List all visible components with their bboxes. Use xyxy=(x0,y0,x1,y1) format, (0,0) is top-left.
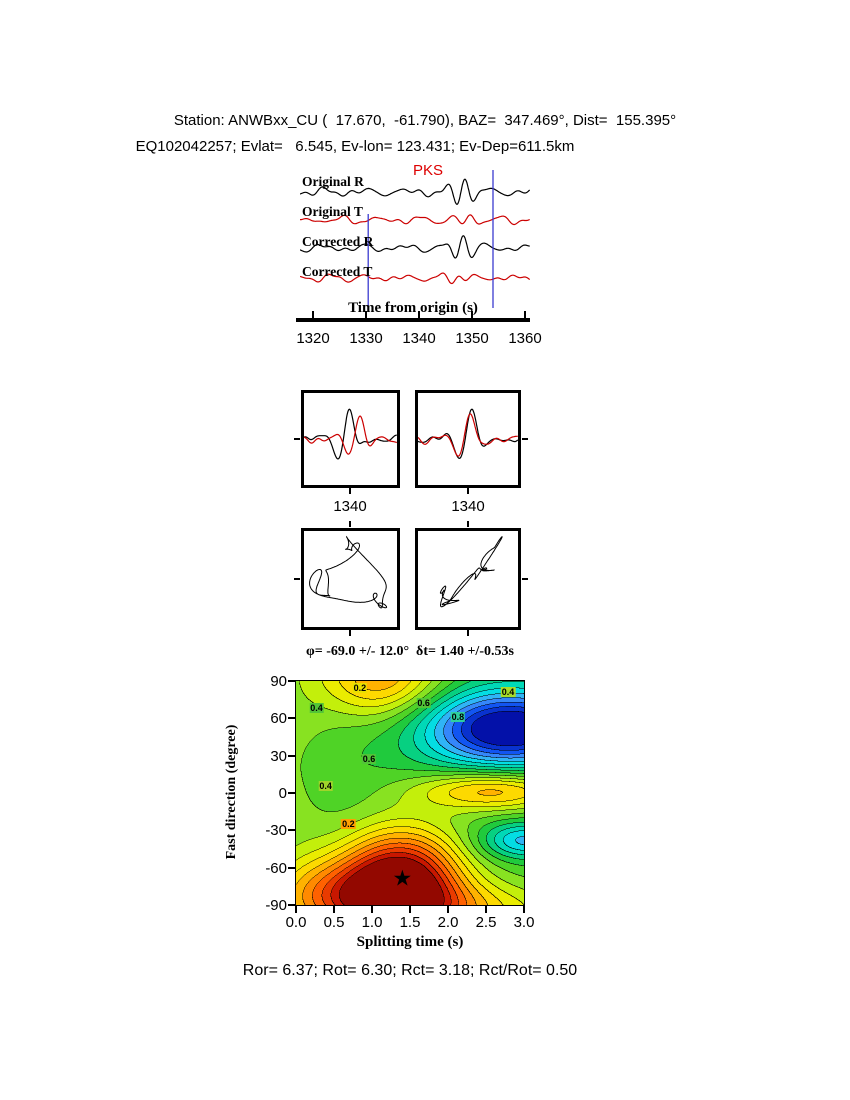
axis-tick xyxy=(349,488,351,494)
x-tick-25: 2.5 xyxy=(475,914,497,931)
window-tick-right: 1340 xyxy=(451,498,485,515)
y-tick-90: 90 xyxy=(270,673,287,690)
x-tick-00: 0.0 xyxy=(285,914,307,931)
y-tick-30: 30 xyxy=(270,748,287,765)
window-waveforms-left xyxy=(304,408,397,460)
time-tick-1360: 1360 xyxy=(508,330,542,347)
window-trace xyxy=(304,415,397,455)
result-title: φ= -69.0 +/- 12.0° δt= 1.40 +/-0.53s xyxy=(306,644,514,659)
axis-tick xyxy=(288,904,296,906)
axis-tick xyxy=(295,906,297,913)
window-panel-right xyxy=(415,390,521,488)
waveform-traces-plot xyxy=(300,170,530,308)
x-tick-20: 2.0 xyxy=(437,914,459,931)
contour-label: 0.2 xyxy=(341,819,356,830)
axis-tick xyxy=(288,829,296,831)
particle-motion-panel-left xyxy=(301,528,400,630)
x-tick-10: 1.0 xyxy=(361,914,383,931)
error-surface-canvas xyxy=(296,681,524,905)
axis-tick xyxy=(365,311,367,318)
axis-tick xyxy=(288,717,296,719)
contour-label: 0.4 xyxy=(309,702,324,713)
axis-tick xyxy=(522,578,528,580)
axis-tick xyxy=(524,311,526,318)
particle-motion-right xyxy=(439,536,503,608)
axis-tick xyxy=(288,792,296,794)
event-header: EQ102042257; Evlat= 6.545, Ev-lon= 123.4… xyxy=(135,138,575,155)
x-axis-label: Splitting time (s) xyxy=(356,934,464,950)
trace-label-corrected-r: Corrected R xyxy=(302,234,374,249)
window-tick-left: 1340 xyxy=(333,498,367,515)
time-axis-line xyxy=(296,318,530,322)
trace-label-original-t: Original T xyxy=(302,204,363,219)
axis-tick xyxy=(312,311,314,318)
time-tick-1320: 1320 xyxy=(296,330,330,347)
y-tick-m60: -60 xyxy=(265,860,287,877)
axis-tick xyxy=(333,906,335,913)
particle-motion-curve xyxy=(309,535,388,609)
axis-tick xyxy=(467,630,469,636)
trace-label-corrected-t: Corrected T xyxy=(302,264,373,279)
particle-motion-curve xyxy=(439,536,503,608)
error-surface-plot: ★ 0.2 0.4 0.6 0.8 0.4 0.6 0.4 0.2 xyxy=(295,680,525,906)
time-tick-1340: 1340 xyxy=(402,330,436,347)
axis-tick xyxy=(294,578,300,580)
time-tick-1330: 1330 xyxy=(349,330,383,347)
results-footer: Ror= 6.37; Rot= 6.30; Rct= 3.18; Rct/Rot… xyxy=(242,962,578,979)
axis-tick xyxy=(471,311,473,318)
axis-tick xyxy=(294,438,300,440)
window-panel-left xyxy=(301,390,400,488)
axis-tick xyxy=(467,488,469,494)
y-tick-60: 60 xyxy=(270,710,287,727)
contour-label: 0.4 xyxy=(318,781,333,792)
axis-tick xyxy=(418,311,420,318)
contour-label: 0.8 xyxy=(450,711,466,722)
phase-label: PKS xyxy=(413,162,444,179)
trace-original-r xyxy=(300,178,530,205)
axis-tick xyxy=(349,521,351,527)
x-tick-30: 3.0 xyxy=(513,914,535,931)
trace-original-t xyxy=(300,214,530,226)
y-tick-m90: -90 xyxy=(265,897,287,914)
time-axis-label: Time from origin (s) xyxy=(348,300,478,316)
axis-tick xyxy=(288,867,296,869)
y-tick-m30: -30 xyxy=(265,822,287,839)
contour-label: 0.2 xyxy=(352,682,368,693)
x-tick-05: 0.5 xyxy=(323,914,345,931)
axis-tick xyxy=(485,906,487,913)
y-axis-label: Fast direction (degree) xyxy=(224,724,239,860)
trace-corrected-r xyxy=(300,235,530,259)
particle-motion-panel-right xyxy=(415,528,521,630)
window-waveforms-right xyxy=(418,408,518,460)
station-header: Station: ANWBxx_CU ( 17.670, -61.790), B… xyxy=(173,112,677,129)
axis-tick xyxy=(523,906,525,913)
y-tick-0: 0 xyxy=(278,785,287,802)
axis-tick xyxy=(409,906,411,913)
window-trace xyxy=(304,408,397,460)
best-solution-star: ★ xyxy=(392,865,413,891)
contour-label: 0.4 xyxy=(500,687,516,698)
axis-tick xyxy=(371,906,373,913)
axis-tick xyxy=(447,906,449,913)
window-trace xyxy=(418,413,518,457)
axis-tick xyxy=(288,680,296,682)
trace-label-original-r: Original R xyxy=(302,174,364,189)
axis-tick xyxy=(467,521,469,527)
particle-motion-left xyxy=(309,535,388,609)
axis-tick xyxy=(522,438,528,440)
axis-tick xyxy=(349,630,351,636)
time-tick-1350: 1350 xyxy=(455,330,489,347)
contour-label: 0.6 xyxy=(361,754,377,765)
contour-label: 0.6 xyxy=(416,698,431,709)
x-tick-15: 1.5 xyxy=(399,914,421,931)
trace-corrected-t xyxy=(300,272,530,285)
axis-tick xyxy=(288,755,296,757)
